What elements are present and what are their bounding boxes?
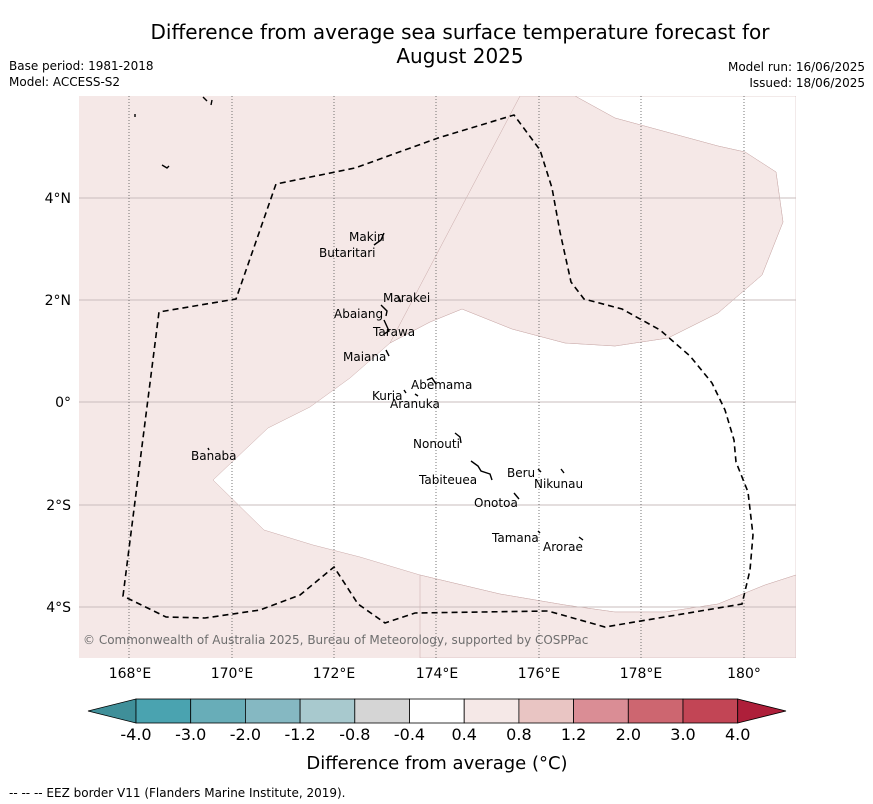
lon-tick-label: 172°E [313, 666, 356, 682]
island-label-abaiang: Abaiang [334, 307, 383, 321]
colorbar-tick-label: -0.4 [394, 725, 425, 744]
island-shape-nikunau [560, 468, 565, 474]
colorbar-ticks: -4.0 -3.0 -2.0 -1.2 -0.8 -0.4 0.4 0.8 1.2 2.0 3.0 4… [120, 725, 750, 744]
colorbar-segment [518, 698, 575, 724]
island-shape-onotoa [513, 492, 520, 500]
map-area: Makin Butaritari Marakei Abaiang Tarawa … [79, 96, 796, 658]
colorbar-tick-label: 0.8 [506, 725, 531, 744]
colorbar-segment [463, 698, 520, 724]
eez-border [122, 114, 754, 628]
island-label-kuria: Kuria [372, 389, 403, 403]
island-shape-maiana [385, 349, 390, 357]
colorbar-segment [135, 698, 192, 724]
lat-gridlines [79, 197, 796, 608]
lon-gridlines [128, 96, 745, 658]
island-shape-arorae [578, 536, 584, 541]
lat-tick-label: 4°S [46, 600, 71, 616]
island-shape-makin [373, 232, 385, 246]
colorbar-segment [244, 698, 301, 724]
colorbar-segment [409, 698, 465, 724]
island-label-marakei: Marakei [383, 291, 430, 305]
copyright-text: © Commonwealth of Australia 2025, Bureau… [83, 633, 588, 647]
island-label-nikunau: Nikunau [534, 477, 583, 491]
colorbar-segment [190, 698, 246, 724]
colorbar-tick-label: 4.0 [725, 725, 750, 744]
colorbar-segment [682, 698, 739, 724]
colorbar [87, 698, 787, 724]
island-label-abemama: Abemama [411, 378, 472, 392]
model-text: Model: ACCESS-S2 [9, 75, 121, 89]
lat-tick-label: 4°N [45, 191, 71, 207]
island-shape-nw-4 [210, 99, 213, 106]
island-label-tabiteuea: Tabiteuea [418, 473, 477, 487]
island-label-nonouti: Nonouti [413, 437, 460, 451]
island-shapes [134, 96, 584, 541]
island-label-tamana: Tamana [491, 531, 539, 545]
island-shape-abaiang [380, 304, 388, 317]
colorbar-tick-label: 2.0 [616, 725, 641, 744]
model-run-text: Model run: 16/06/2025 [727, 60, 865, 74]
colorbar-tick-label: -0.8 [339, 725, 370, 744]
island-label-butaritari: Butaritari [319, 246, 376, 260]
island-label-makin: Makin [349, 230, 385, 244]
colorbar-tick-label: 1.2 [561, 725, 586, 744]
island-label-arorae: Arorae [543, 540, 583, 554]
island-shape-banaba [207, 447, 210, 451]
eez-footnote: -- -- -- EEZ border V11 (Flanders Marine… [9, 786, 346, 800]
island-label-banaba: Banaba [191, 449, 237, 463]
colorbar-tick-label: 0.4 [451, 725, 476, 744]
island-shape-nw-3 [202, 96, 208, 102]
island-shape-tarawa [383, 319, 390, 335]
island-label-beru: Beru [507, 466, 535, 480]
island-shape-nonouti [454, 432, 462, 444]
lat-tick-label: 0° [55, 395, 71, 411]
island-shape-tamana [537, 530, 541, 534]
lon-tick-label: 168°E [109, 666, 152, 682]
colorbar-segment [573, 698, 629, 724]
colorbar-segment [299, 698, 356, 724]
lat-tick-label: 2°N [45, 293, 71, 309]
colorbar-tick-label: 3.0 [670, 725, 695, 744]
colorbar-arrow-high [737, 698, 787, 724]
island-shape-kuria [403, 389, 407, 394]
lon-tick-label: 180° [727, 666, 761, 682]
lon-tick-label: 174°E [416, 666, 459, 682]
lon-tick-label: 178°E [620, 666, 663, 682]
colorbar-tick-label: -1.2 [284, 725, 315, 744]
colorbar-segment [627, 698, 684, 724]
island-shape-aranuka [414, 393, 419, 397]
island-label-aranuka: Aranuka [390, 397, 440, 411]
island-shape-beru [537, 468, 542, 473]
island-label-tarawa: Tarawa [372, 325, 415, 339]
island-label-onotoa: Onotoa [474, 496, 518, 510]
colorbar-tick-label: -2.0 [230, 725, 261, 744]
island-label-maiana: Maiana [343, 350, 386, 364]
lon-tick-label: 176°E [518, 666, 561, 682]
island-shape-tabiteuea [470, 460, 493, 481]
island-shape-marakei [397, 295, 402, 303]
map-title: Difference from average sea surface temp… [150, 20, 770, 68]
colorbar-tick-label: -4.0 [120, 725, 151, 744]
meta-left: Base period: 1981-2018 Model: ACCESS-S2 [9, 58, 154, 90]
colorbar-tick-label: -3.0 [175, 725, 206, 744]
colorbar-segment [354, 698, 410, 724]
base-period-text: Base period: 1981-2018 [9, 59, 154, 73]
anomaly-field-warm-ne [389, 96, 784, 347]
colorbar-arrow-low [87, 698, 137, 724]
meta-right: Model run: 16/06/2025 Issued: 18/06/2025 [728, 59, 865, 91]
anomaly-field-warm-se [419, 574, 796, 658]
lat-tick-label: 2°S [46, 498, 71, 514]
lon-tick-label: 170°E [211, 666, 254, 682]
island-shape-nw-2 [161, 164, 170, 169]
colorbar-label: Difference from average (°C) [306, 753, 567, 774]
issued-text: Issued: 18/06/2025 [749, 76, 865, 90]
island-shape-abemama [426, 377, 437, 385]
